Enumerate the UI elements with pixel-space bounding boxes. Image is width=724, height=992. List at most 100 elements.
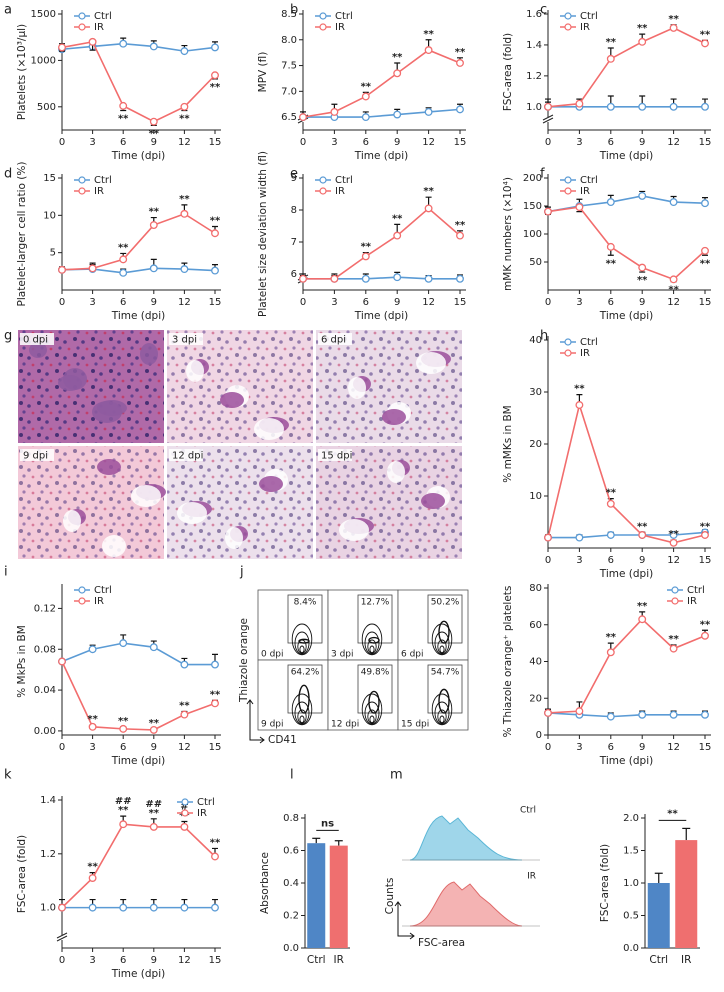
- micrograph-label-bg: [318, 449, 352, 461]
- contour: [367, 639, 377, 654]
- x-tick-label: 0: [300, 137, 306, 148]
- annotation: ns: [321, 818, 334, 829]
- x-tick-label: 9: [151, 955, 157, 966]
- x-axis-label: Time (dpi): [354, 310, 408, 322]
- legend-marker: [564, 12, 572, 20]
- micrograph-label-bg: [20, 449, 54, 461]
- legend-marker: [564, 338, 572, 346]
- y-tick-label: 50: [529, 257, 542, 268]
- x-tick-label: 12: [667, 555, 680, 566]
- significance-mark: **: [179, 114, 190, 125]
- point: [669, 23, 678, 32]
- y-tick-label: 150: [523, 201, 542, 212]
- panel-letter: k: [4, 768, 12, 783]
- x-tick-label: 15: [699, 137, 712, 148]
- contour: [369, 645, 375, 654]
- contour: [431, 693, 453, 726]
- point: [575, 707, 584, 716]
- x-tick-label: 3: [89, 955, 95, 966]
- point: [669, 531, 678, 539]
- legend-label: IR: [580, 22, 590, 33]
- cell: [131, 485, 161, 507]
- x-tick-label: 0: [300, 297, 306, 308]
- flow-plot-frame: [257, 659, 329, 731]
- y-tick-label: 60: [529, 620, 542, 631]
- y-axis-label: % MkPs in BM: [16, 625, 28, 698]
- panel-letter: f: [540, 167, 545, 182]
- panel-letter: l: [290, 768, 294, 783]
- x-tick-label: 3: [331, 297, 337, 308]
- y-tick-label: 0.0: [623, 943, 639, 954]
- bar: [307, 843, 326, 948]
- point: [211, 699, 219, 708]
- bar: [675, 840, 698, 948]
- y-axis-label: % Thiazole orange⁺ platelets: [502, 586, 514, 738]
- significance-mark: **: [210, 837, 221, 848]
- legend-label: Ctrl: [687, 585, 705, 596]
- point: [638, 191, 647, 200]
- point: [88, 722, 97, 731]
- point: [211, 43, 219, 52]
- significance-mark: **: [179, 701, 190, 712]
- cell: [102, 535, 126, 557]
- y-tick-label: 1.2: [526, 71, 542, 82]
- gate-percentage: 50.2%: [431, 598, 460, 608]
- bar: [647, 883, 670, 948]
- point: [180, 47, 189, 56]
- significance-mark: **: [361, 81, 372, 92]
- x-tick-label: 6: [608, 297, 614, 308]
- point: [638, 37, 647, 46]
- legend-marker: [78, 12, 86, 20]
- x-tick-label: IR: [681, 954, 691, 966]
- x-axis-label: Time (dpi): [354, 150, 408, 162]
- point: [119, 101, 128, 110]
- y-axis-label: Platelets (×10³/μl): [16, 24, 28, 120]
- point: [119, 39, 128, 48]
- legend-marker: [564, 349, 572, 357]
- panel-letter: g: [4, 329, 12, 344]
- series-line: [61, 212, 216, 271]
- significance-mark: ##: [145, 799, 162, 810]
- significance-mark: **: [574, 384, 585, 395]
- point: [606, 242, 615, 251]
- contour: [297, 709, 307, 724]
- micrograph-label: 0 dpi: [23, 335, 48, 346]
- sample-label: 9 dpi: [261, 720, 284, 730]
- series-line: [303, 207, 461, 280]
- annotation: **: [667, 808, 678, 819]
- point: [456, 274, 464, 283]
- point: [119, 268, 128, 277]
- legend-marker: [564, 176, 572, 184]
- series-line: [547, 195, 706, 213]
- legend-label: Ctrl: [580, 175, 598, 186]
- point: [211, 660, 219, 669]
- micrograph-label-bg: [169, 333, 203, 345]
- micrograph-label-bg: [169, 449, 203, 461]
- x-tick-label: 6: [120, 742, 126, 753]
- y-tick-label: 6.5: [281, 112, 297, 123]
- x-axis-label: CD41: [268, 734, 297, 746]
- cell: [97, 459, 121, 475]
- legend-label: Ctrl: [335, 175, 353, 186]
- point: [606, 54, 615, 63]
- point: [299, 274, 307, 283]
- axis-break: [56, 932, 68, 939]
- x-tick-label: 12: [422, 137, 435, 148]
- point: [58, 43, 66, 52]
- point: [544, 207, 552, 216]
- legend-marker: [671, 586, 679, 594]
- y-tick-label: 0.0: [283, 943, 299, 954]
- contour: [294, 701, 310, 725]
- significance-mark: **: [210, 216, 221, 227]
- panel-letter: h: [540, 329, 548, 344]
- gate-percentage: 64.2%: [291, 668, 320, 678]
- micrograph-label: 15 dpi: [321, 451, 352, 462]
- y-axis-label: Platelet-larger cell ratio (%): [16, 162, 28, 307]
- x-axis-label: FSC-area: [418, 937, 465, 949]
- x-tick-label: 6: [363, 297, 369, 308]
- significance-mark: **: [668, 285, 679, 296]
- x-tick-label: 12: [178, 137, 191, 148]
- point: [58, 903, 66, 912]
- x-axis-label: Time (dpi): [111, 310, 165, 322]
- y-tick-label: 0.2: [283, 911, 299, 922]
